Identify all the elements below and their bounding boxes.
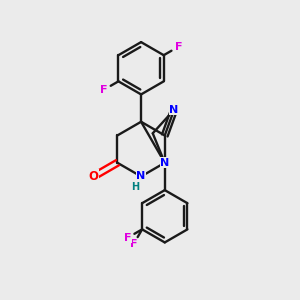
- Text: H: H: [131, 182, 139, 192]
- Text: N: N: [160, 158, 170, 168]
- Text: F: F: [175, 42, 182, 52]
- Text: O: O: [89, 170, 99, 183]
- Text: F: F: [130, 239, 137, 249]
- Text: F: F: [100, 85, 107, 95]
- Text: N: N: [136, 172, 146, 182]
- Text: F: F: [124, 232, 132, 242]
- Text: N: N: [169, 105, 179, 115]
